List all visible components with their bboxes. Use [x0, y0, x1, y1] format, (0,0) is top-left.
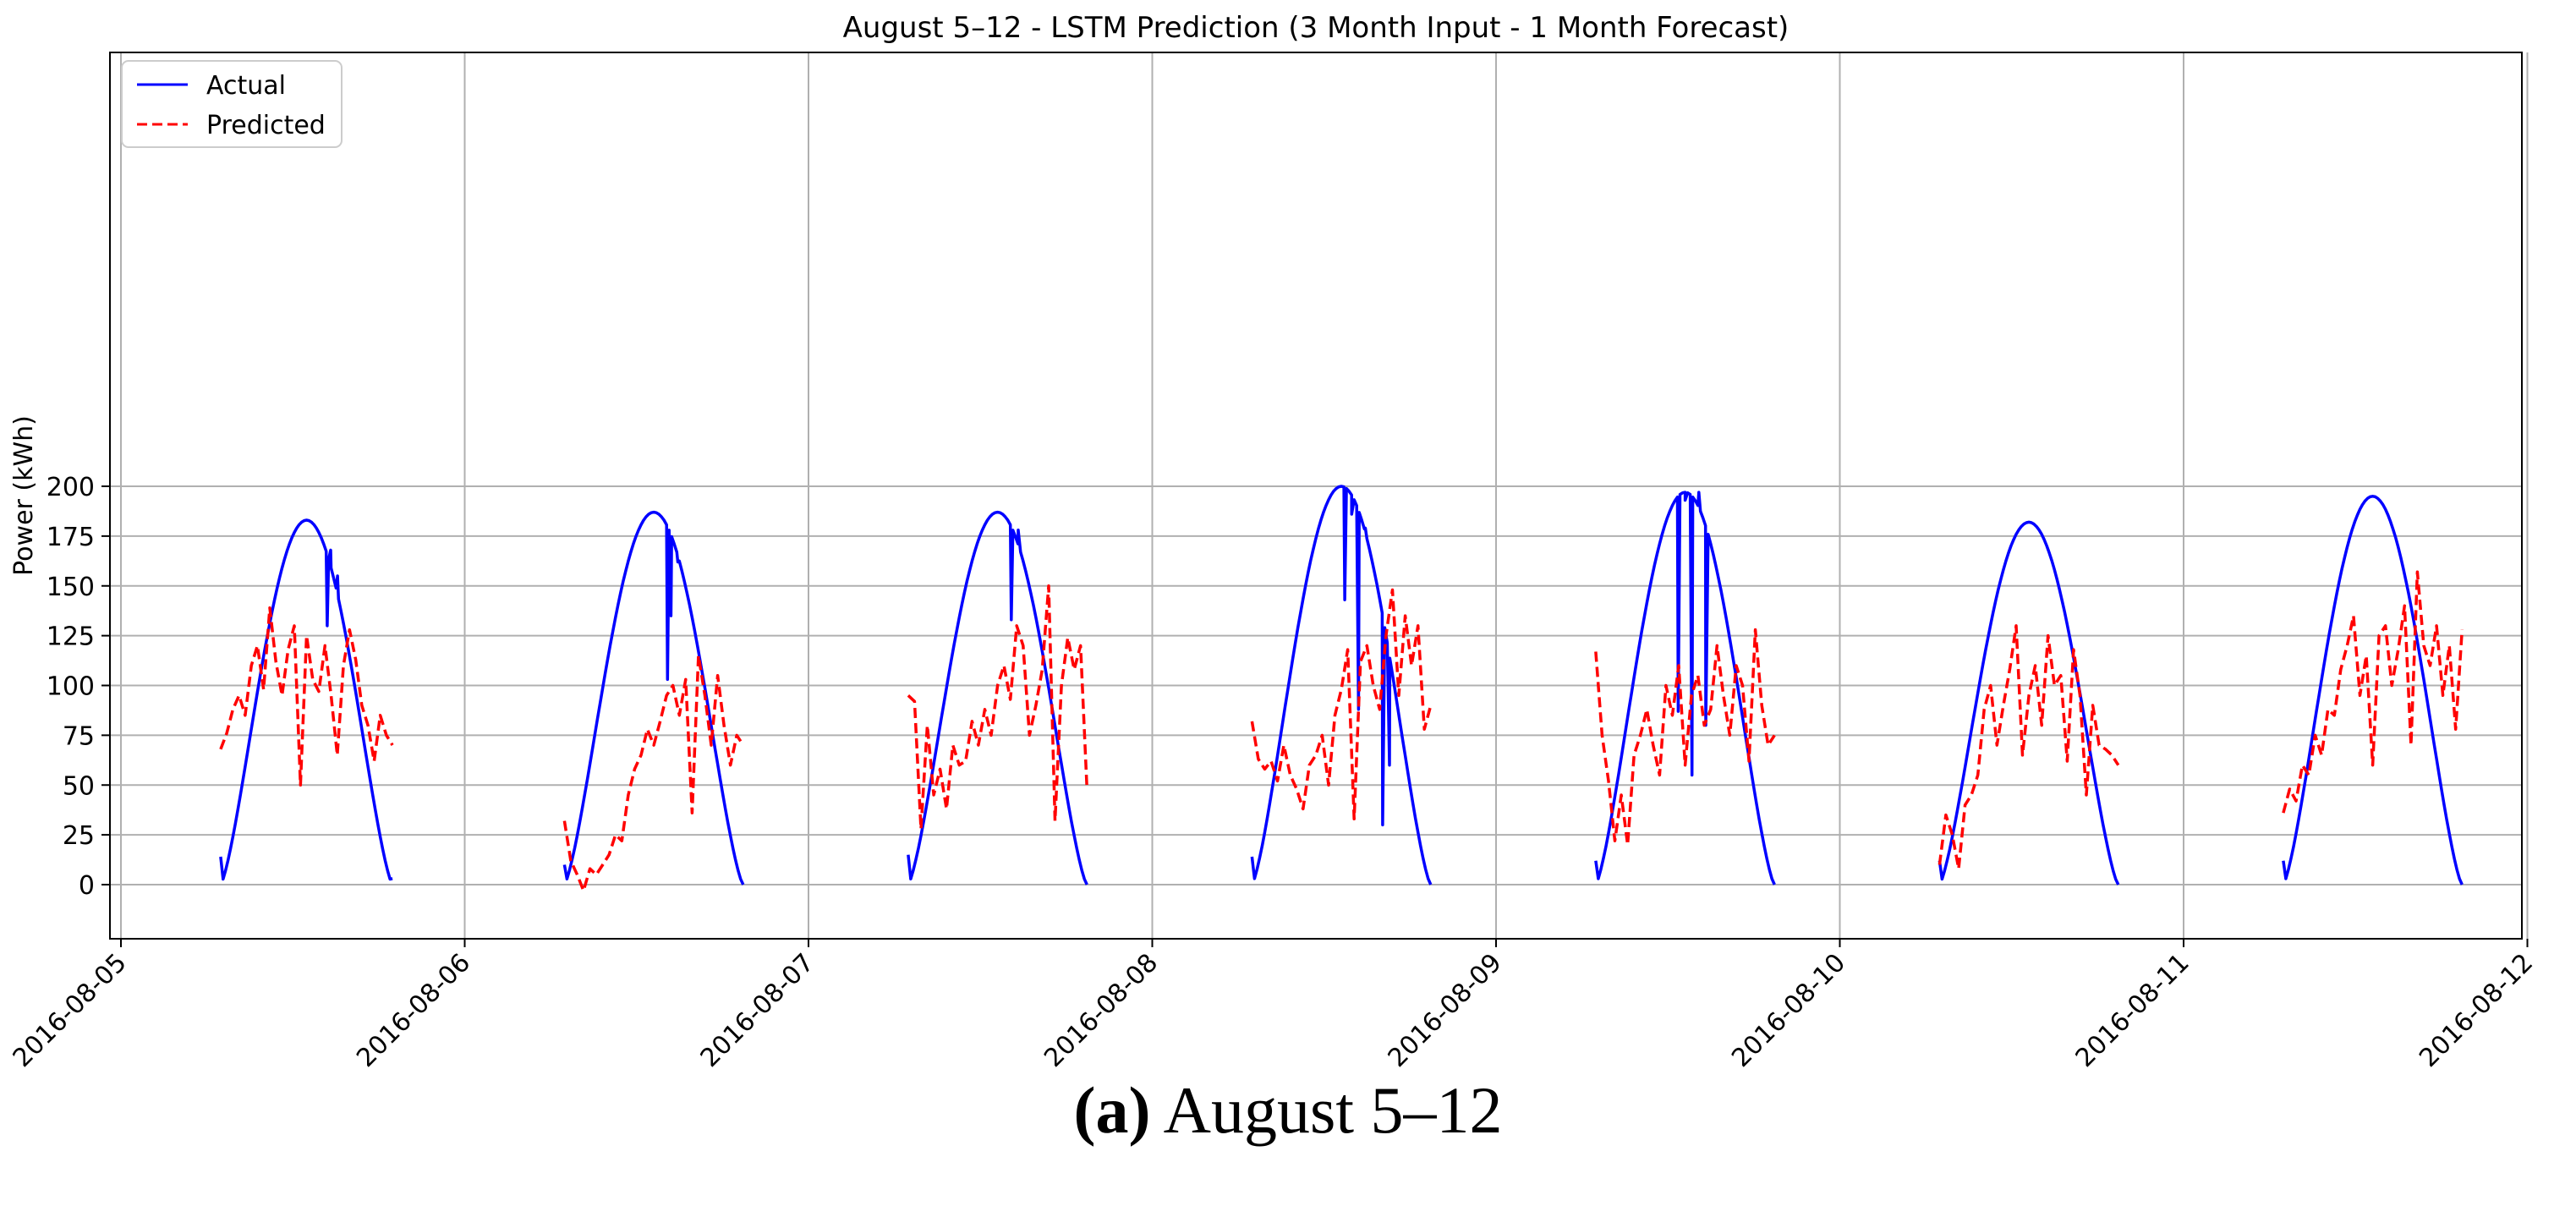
predicted-line-day-7: [2282, 570, 2464, 814]
plot-frame: [109, 52, 2523, 940]
y-tick-label: 75: [63, 721, 95, 751]
y-tick-label: 0: [79, 871, 95, 901]
y-tick-label: 175: [47, 523, 95, 552]
predicted-line-day-2: [562, 654, 745, 892]
y-axis: 0 25 50 75 100 125 150 175 200: [47, 473, 110, 901]
caption-label: (a): [1073, 1073, 1151, 1147]
actual-line-day-5: [1594, 491, 1776, 885]
y-tick-label: 100: [47, 672, 95, 702]
actual-line-day-4: [1250, 485, 1433, 885]
predicted-line-day-5: [1594, 628, 1776, 847]
actual-line-day-6: [1937, 520, 2120, 885]
y-tick-label: 50: [63, 771, 95, 801]
predicted-line-day-6: [1937, 624, 2120, 870]
predicted-line-day-1: [219, 606, 394, 787]
y-axis-label: Power (kWh): [9, 415, 39, 576]
actual-line-day-1: [219, 518, 393, 881]
series-predicted: [219, 570, 2464, 892]
y-tick-label: 150: [47, 573, 95, 602]
actual-line-day-7: [2282, 495, 2464, 885]
legend-label-predicted: Predicted: [206, 111, 326, 140]
caption-text: August 5–12: [1150, 1073, 1503, 1147]
predicted-line-day-3: [907, 584, 1089, 831]
y-tick-label: 200: [47, 473, 95, 502]
legend-label-actual: Actual: [206, 71, 286, 101]
chart-title: August 5–12 - LSTM Prediction (3 Month I…: [843, 11, 1789, 45]
y-tick-label: 25: [63, 821, 95, 851]
actual-line-day-3: [907, 510, 1088, 885]
grid: [110, 52, 2529, 939]
figure-caption: (a) August 5–12: [0, 1072, 2576, 1149]
y-tick-label: 125: [47, 622, 95, 652]
legend: Actual Predicted: [121, 60, 343, 148]
